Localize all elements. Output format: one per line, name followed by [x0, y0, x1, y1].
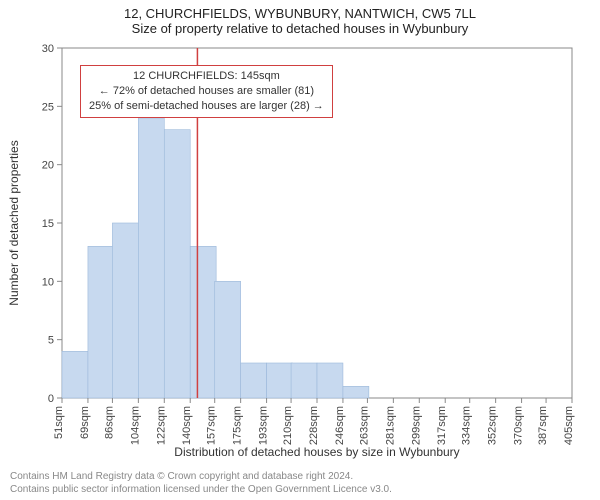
y-axis-label: Number of detached properties — [7, 140, 21, 305]
histogram-bar — [241, 363, 267, 398]
x-tick-label: 281sqm — [384, 406, 396, 445]
histogram-bar — [343, 386, 369, 398]
x-tick-label: 246sqm — [334, 406, 346, 445]
x-tick-label: 210sqm — [282, 406, 294, 445]
x-tick-label: 228sqm — [308, 406, 320, 445]
x-tick-label: 157sqm — [206, 406, 218, 445]
x-tick-label: 370sqm — [513, 406, 525, 445]
x-tick-label: 140sqm — [181, 406, 193, 445]
histogram-bar — [215, 281, 241, 398]
x-tick-label: 334sqm — [461, 406, 473, 445]
y-tick-label: 30 — [42, 43, 54, 55]
histogram-bar — [267, 363, 293, 398]
annotation-line3: 25% of semi-detached houses are larger (… — [89, 99, 324, 114]
histogram-bar — [62, 351, 88, 398]
y-tick-label: 20 — [42, 160, 54, 172]
x-tick-label: 69sqm — [79, 406, 91, 439]
y-tick-label: 5 — [48, 335, 54, 347]
x-tick-label: 263sqm — [358, 406, 370, 445]
chart-container: 12, CHURCHFIELDS, WYBUNBURY, NANTWICH, C… — [0, 0, 600, 500]
x-tick-label: 317sqm — [436, 406, 448, 445]
y-tick-label: 10 — [42, 276, 54, 288]
x-tick-label: 86sqm — [103, 406, 115, 439]
histogram-bar — [317, 363, 343, 398]
histogram-bar — [112, 223, 138, 398]
x-axis-label: Distribution of detached houses by size … — [174, 445, 459, 459]
annotation-box: 12 CHURCHFIELDS: 145sqm ← 72% of detache… — [80, 65, 333, 118]
x-tick-label: 352sqm — [487, 406, 499, 445]
chart-title-address: 12, CHURCHFIELDS, WYBUNBURY, NANTWICH, C… — [0, 6, 600, 21]
chart-subtitle: Size of property relative to detached ho… — [0, 21, 600, 36]
histogram-bar — [291, 363, 317, 398]
histogram-bar — [88, 246, 114, 398]
x-tick-label: 104sqm — [129, 406, 141, 445]
annotation-line2: ← 72% of detached houses are smaller (81… — [89, 84, 324, 99]
y-tick-label: 25 — [42, 101, 54, 113]
x-tick-label: 193sqm — [258, 406, 270, 445]
footer-line1: Contains HM Land Registry data © Crown c… — [10, 470, 392, 483]
histogram-bar — [138, 118, 164, 398]
annotation-line1: 12 CHURCHFIELDS: 145sqm — [89, 69, 324, 84]
y-tick-label: 15 — [42, 218, 54, 230]
footer-line2: Contains public sector information licen… — [10, 483, 392, 496]
footer-attribution: Contains HM Land Registry data © Crown c… — [10, 470, 392, 496]
histogram-bar — [190, 246, 216, 398]
y-tick-label: 0 — [48, 393, 54, 405]
x-tick-label: 175sqm — [232, 406, 244, 445]
x-tick-label: 299sqm — [410, 406, 422, 445]
x-tick-label: 387sqm — [537, 406, 549, 445]
x-tick-label: 122sqm — [155, 406, 167, 445]
x-tick-label: 405sqm — [563, 406, 575, 445]
histogram-bar — [164, 130, 190, 398]
x-tick-label: 51sqm — [53, 406, 65, 439]
